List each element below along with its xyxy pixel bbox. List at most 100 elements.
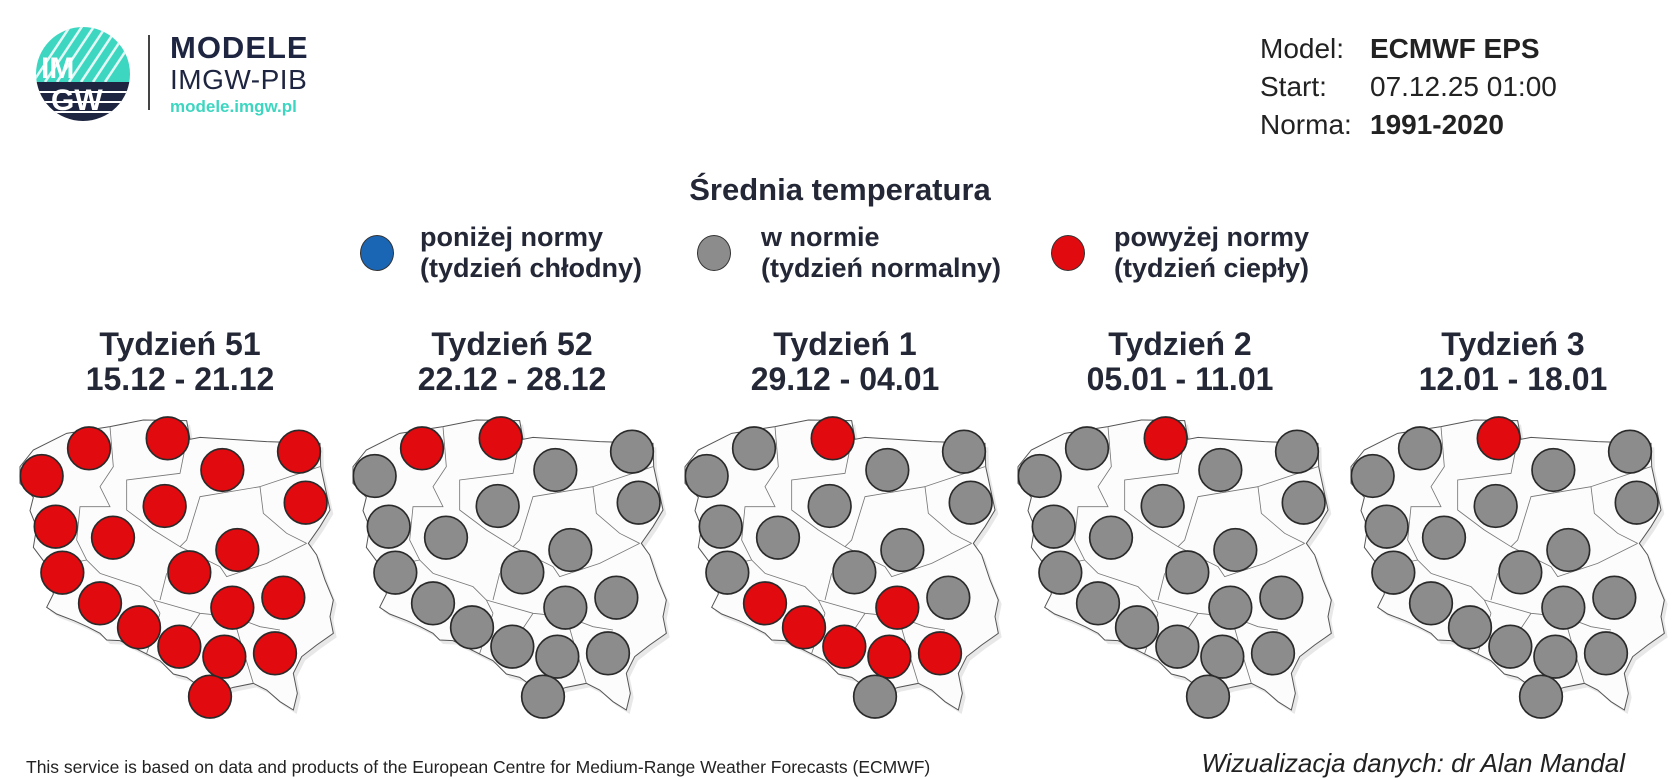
station-marker-normal xyxy=(1607,429,1653,474)
meta-norm: Norma: 1991-2020 xyxy=(1260,109,1504,141)
region-border xyxy=(1407,426,1445,574)
logo-letters-top: IM xyxy=(41,52,74,85)
legend-dot-above xyxy=(1051,235,1085,271)
station-marker-normal xyxy=(548,527,593,573)
region-border xyxy=(76,426,114,574)
station-marker-normal xyxy=(585,631,631,676)
week-number: Tydzień 52 xyxy=(431,326,593,362)
brand-name: MODELE xyxy=(170,30,309,65)
station-marker-normal xyxy=(352,453,397,499)
station-marker-normal xyxy=(1088,515,1134,560)
region-border xyxy=(844,486,926,547)
station-marker-normal xyxy=(926,575,971,620)
legend-sublabel: (tydzień chłodny) xyxy=(420,253,642,283)
station-marker-normal xyxy=(543,585,588,630)
region-border xyxy=(1074,426,1112,574)
region-border xyxy=(741,426,779,574)
region-border xyxy=(459,439,527,554)
footer-credit: Wizualizacja danych: dr Alan Mandal xyxy=(1201,748,1625,778)
station-marker-normal xyxy=(731,426,777,471)
week-title: Tydzień 51 15.12 - 21.12 xyxy=(20,327,340,397)
station-marker-normal xyxy=(535,634,580,679)
station-marker-above xyxy=(810,416,855,461)
station-marker-normal xyxy=(1198,447,1243,493)
region-border xyxy=(1157,573,1166,601)
region-border xyxy=(858,542,972,578)
legend-sublabel: (tydzień ciepły) xyxy=(1114,253,1310,283)
logo-letters-bottom: GW xyxy=(51,84,103,117)
station-marker-normal xyxy=(1155,624,1200,669)
legend-label: powyżej normy xyxy=(1114,222,1310,252)
station-marker-above xyxy=(40,550,85,595)
region-border xyxy=(1097,572,1159,614)
region-border xyxy=(193,542,307,578)
station-marker-above xyxy=(210,585,255,630)
poland-map xyxy=(1350,416,1668,719)
station-marker-above xyxy=(202,634,247,679)
station-marker-above xyxy=(33,504,78,549)
station-marker-normal xyxy=(684,453,729,499)
station-marker-normal xyxy=(500,550,545,595)
station-marker-above xyxy=(283,480,328,525)
station-marker-normal xyxy=(1281,480,1326,525)
week-title: Tydzień 3 12.01 - 18.01 xyxy=(1353,327,1673,397)
station-marker-normal xyxy=(490,624,535,669)
norm-value: 1991-2020 xyxy=(1370,109,1504,140)
region-border xyxy=(432,572,494,614)
station-marker-above xyxy=(917,631,963,676)
region-border xyxy=(1177,486,1259,547)
station-marker-normal xyxy=(807,483,852,529)
legend-item-below: poniżej normy (tydzień chłodny) xyxy=(420,222,642,284)
model-label: Model: xyxy=(1260,33,1345,64)
station-marker-above xyxy=(142,483,187,529)
station-marker-normal xyxy=(1531,447,1576,493)
region-border xyxy=(526,542,640,578)
station-marker-normal xyxy=(616,480,661,525)
station-marker-normal xyxy=(755,515,801,560)
week-dates: 22.12 - 28.12 xyxy=(417,361,607,397)
station-marker-normal xyxy=(1498,550,1543,595)
week-title: Tydzień 1 29.12 - 04.01 xyxy=(685,327,1005,397)
poland-map xyxy=(352,416,670,719)
region-border xyxy=(179,486,261,547)
station-marker-above xyxy=(157,624,202,669)
footer-attribution: This service is based on data and produc… xyxy=(26,757,931,777)
station-marker-normal xyxy=(941,429,987,474)
station-marker-normal xyxy=(865,447,910,493)
station-marker-normal xyxy=(533,447,578,493)
station-marker-above xyxy=(875,585,920,630)
station-marker-above xyxy=(187,674,233,719)
station-marker-above xyxy=(399,426,445,471)
norm-label: Norma: xyxy=(1260,109,1352,140)
station-marker-normal xyxy=(1350,453,1395,499)
station-marker-above xyxy=(145,416,190,461)
station-marker-normal xyxy=(373,550,418,595)
station-marker-above xyxy=(822,624,867,669)
station-marker-above xyxy=(252,631,298,676)
week-dates: 05.01 - 11.01 xyxy=(1086,361,1274,397)
station-marker-normal xyxy=(410,581,456,626)
station-marker-normal xyxy=(1614,480,1659,525)
legend-label: poniżej normy xyxy=(420,222,604,252)
station-marker-normal xyxy=(1421,515,1467,560)
station-marker-above xyxy=(867,634,912,679)
station-marker-normal xyxy=(1200,634,1245,679)
station-marker-normal xyxy=(1031,504,1076,549)
region-border xyxy=(1191,542,1305,578)
region-border xyxy=(1257,466,1319,544)
brand-url[interactable]: modele.imgw.pl xyxy=(170,97,297,116)
station-marker-normal xyxy=(1250,631,1296,676)
station-marker-normal xyxy=(366,504,411,549)
region-border xyxy=(99,572,161,614)
station-marker-normal xyxy=(1397,426,1443,471)
region-border xyxy=(1510,486,1592,547)
station-marker-normal xyxy=(423,515,469,560)
week-dates: 15.12 - 21.12 xyxy=(85,361,275,397)
station-marker-above xyxy=(90,515,136,560)
region-border xyxy=(592,466,654,544)
station-marker-normal xyxy=(1017,453,1062,499)
station-marker-normal xyxy=(852,674,898,719)
station-marker-normal xyxy=(832,550,877,595)
region-border xyxy=(1457,439,1525,554)
region-border xyxy=(824,573,833,601)
